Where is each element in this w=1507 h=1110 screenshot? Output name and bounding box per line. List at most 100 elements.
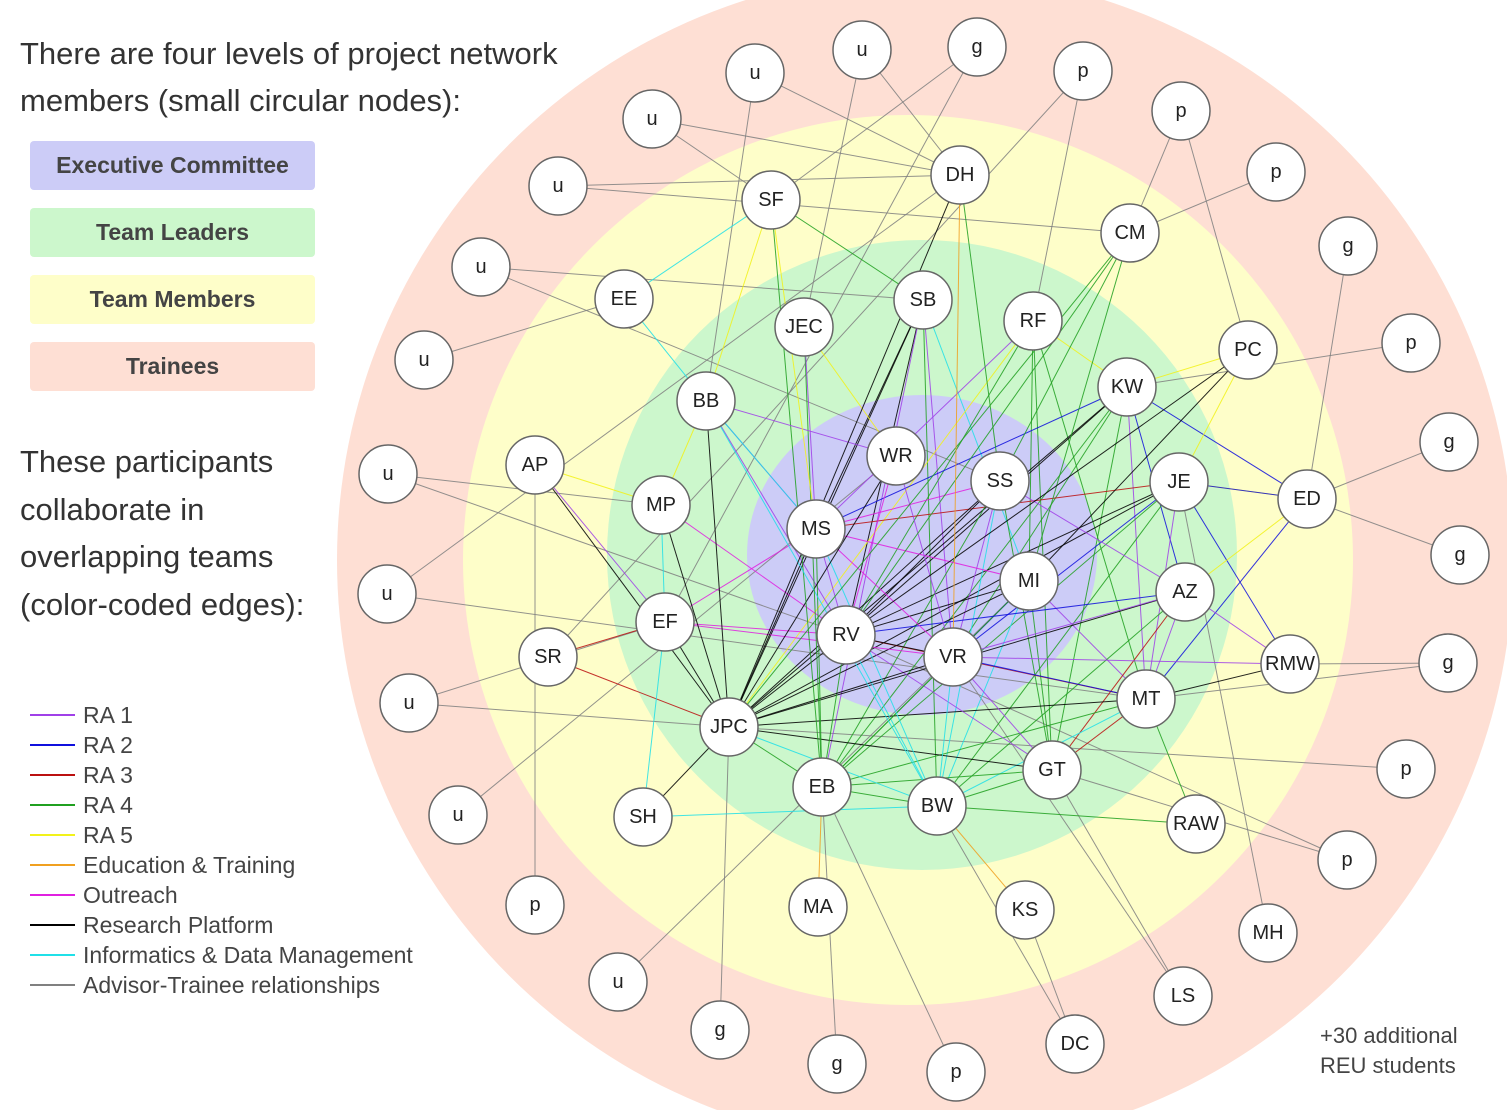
reu-footnote: +30 additional REU students [1320, 1021, 1458, 1081]
network-node: AP [505, 435, 565, 495]
node-circle [622, 89, 682, 149]
network-edge [952, 386, 1128, 658]
network-edge [999, 480, 1053, 771]
network-edge [408, 702, 730, 728]
level-executive-committee: Executive Committee [30, 141, 315, 190]
node-circle [1277, 469, 1337, 529]
node-circle [807, 1034, 867, 1094]
network-node: EB [792, 757, 852, 817]
network-edge [1145, 498, 1308, 700]
legend-item-ra2: RA 2 [30, 730, 413, 760]
edge-legend: RA 1 RA 2 RA 3 RA 4 RA 5 Education & Tra… [30, 700, 413, 1000]
node-circle [394, 330, 454, 390]
network-node: CM [1100, 203, 1160, 263]
network-edge [557, 185, 1131, 234]
network-edge [534, 464, 730, 728]
node-label: u [646, 108, 657, 130]
node-circle [588, 952, 648, 1012]
network-node: g [690, 1000, 750, 1060]
network-node: DC [1045, 1014, 1105, 1074]
network-edge [952, 480, 1001, 658]
network-node: g [807, 1034, 867, 1094]
node-label: u [403, 692, 414, 714]
node-circle [379, 673, 439, 733]
legend-item-ra1: RA 1 [30, 700, 413, 730]
network-node: u [622, 89, 682, 149]
node-circle [1097, 357, 1157, 417]
network-node: JPC [699, 697, 759, 757]
network-edge [845, 349, 1249, 636]
network-node: KW [1097, 357, 1157, 417]
network-edge [952, 656, 1147, 700]
node-circle [1430, 525, 1490, 585]
network-edge [845, 634, 938, 807]
network-edge [803, 326, 817, 530]
node-label: u [856, 39, 867, 61]
network-node: MT [1116, 669, 1176, 729]
network-node: u [832, 20, 892, 80]
legend-swatch [30, 804, 75, 806]
network-node: ED [1277, 469, 1337, 529]
network-node: BW [907, 776, 967, 836]
node-circle [995, 880, 1055, 940]
node-label: RV [832, 624, 860, 646]
node-circle [792, 757, 852, 817]
legend-item-informatics: Informatics & Data Management [30, 940, 413, 970]
node-circle [428, 785, 488, 845]
node-label: g [1454, 544, 1465, 566]
node-circle [635, 592, 695, 652]
network-edge [845, 480, 1001, 636]
node-circle [1116, 669, 1176, 729]
nodes: u g u p u DH p u SF CM p EE g u SB RF JEC PC p u BB KW g WR SS JE… [357, 17, 1490, 1102]
network-node: p [1053, 41, 1113, 101]
network-node: PC [1218, 320, 1278, 380]
node-label: VR [939, 646, 967, 668]
footnote-line-1: +30 additional [1320, 1023, 1458, 1048]
node-label: JPC [710, 716, 748, 738]
legend-label: Research Platform [83, 911, 274, 938]
network-node: SS [970, 451, 1030, 511]
legend-label: RA 1 [83, 701, 133, 728]
node-circle [923, 627, 983, 687]
legend-swatch [30, 954, 75, 956]
node-label: RMW [1265, 653, 1315, 675]
network-node: u [725, 43, 785, 103]
network-edge [642, 621, 666, 818]
network-node: JEC [774, 297, 834, 357]
node-label: JE [1167, 471, 1190, 493]
network-node: RV [816, 605, 876, 665]
network-edge [534, 464, 666, 623]
network-edge [815, 320, 1034, 530]
node-label: MT [1132, 688, 1161, 710]
node-circle [893, 270, 953, 330]
node-label: SF [758, 189, 784, 211]
node-circle [816, 605, 876, 665]
network-edge [821, 786, 957, 1073]
network-node: JE [1149, 452, 1209, 512]
network-edge [1051, 769, 1184, 997]
network-edge [728, 174, 961, 728]
node-label: LS [1171, 985, 1195, 1007]
network-edge [922, 299, 954, 658]
network-edge [815, 528, 1030, 582]
node-circle [358, 444, 418, 504]
legend-item-outreach: Outreach [30, 880, 413, 910]
network-edge [815, 528, 938, 807]
network-edge [1032, 320, 1147, 700]
node-circle [1260, 634, 1320, 694]
network-edge [845, 386, 1128, 636]
legend-swatch [30, 864, 75, 866]
legend-item-ra5: RA 5 [30, 820, 413, 850]
node-label: GT [1038, 759, 1066, 781]
network-edge [770, 199, 817, 530]
network-edge [1180, 110, 1249, 351]
network-edge [952, 656, 1184, 997]
node-circle [1053, 41, 1113, 101]
network-node: MP [631, 475, 691, 535]
node-circle [1022, 740, 1082, 800]
node-circle [1381, 313, 1441, 373]
network-edge [1051, 386, 1128, 771]
network-edge [815, 528, 823, 788]
network-edge [547, 656, 730, 728]
